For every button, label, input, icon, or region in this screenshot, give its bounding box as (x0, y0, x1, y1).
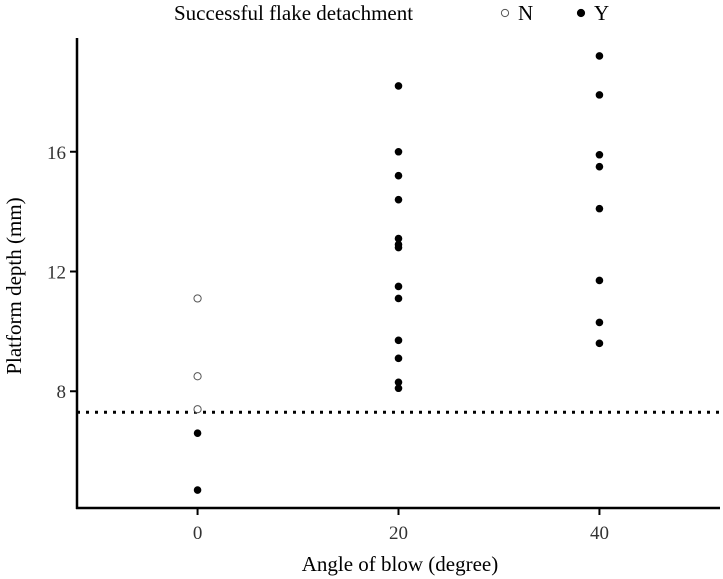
data-point-y (394, 243, 403, 252)
legend-marker-y (576, 8, 586, 18)
data-point-y (595, 318, 604, 327)
data-point-y (394, 336, 403, 345)
x-axis-ticks: 0 20 40 (193, 508, 609, 544)
x-tick-label: 20 (389, 523, 408, 544)
data-point-y (394, 384, 403, 393)
data-point-y (193, 429, 202, 437)
x-tick-label: 0 (193, 523, 203, 544)
y-axis-title: Platform depth (mm) (2, 197, 26, 374)
data-point-y (394, 294, 403, 303)
data-point-y (595, 52, 604, 60)
data-point-y (394, 147, 403, 156)
data-point-y (595, 204, 604, 213)
points-layer (193, 52, 604, 494)
x-axis-title: Angle of blow (degree) (302, 552, 499, 576)
data-point-n (193, 372, 202, 381)
data-point-y (394, 171, 403, 180)
data-point-y (595, 162, 604, 171)
data-point-y (394, 354, 403, 363)
legend-marker-n (500, 8, 510, 18)
data-point-y (193, 486, 202, 494)
x-tick-label: 40 (590, 523, 609, 544)
data-point-y (595, 91, 604, 99)
y-tick-label: 12 (47, 263, 66, 284)
y-tick-label: 8 (57, 382, 67, 403)
legend-label-n: N (518, 1, 533, 25)
data-point-y (595, 276, 604, 285)
data-point-y (595, 339, 604, 348)
legend-title: Successful flake detachment (174, 1, 413, 25)
data-point-y (394, 282, 403, 291)
data-point-n (193, 405, 202, 414)
data-point-n (193, 294, 202, 303)
y-tick-label: 16 (47, 143, 66, 164)
data-point-y (394, 195, 403, 204)
data-point-y (595, 150, 604, 159)
plot-area: 8 12 16 0 20 40 (47, 38, 720, 544)
data-point-y (394, 82, 403, 90)
legend-label-y: Y (594, 1, 609, 25)
y-axis-ticks: 8 12 16 (47, 143, 77, 403)
